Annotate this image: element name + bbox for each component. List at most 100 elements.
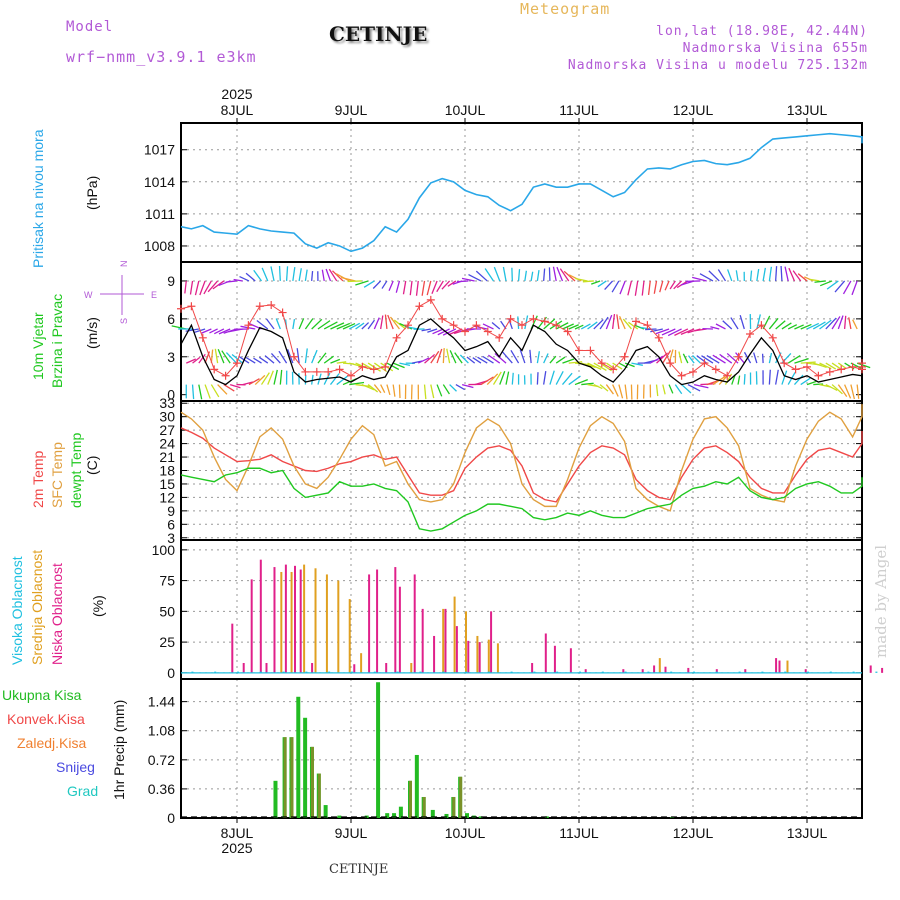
wind-direction-arrow (482, 355, 494, 364)
wind-direction-arrow (355, 280, 369, 286)
precip-convective-bar (290, 737, 294, 818)
wind-direction-arrow (386, 384, 391, 396)
wind-direction-arrow (239, 275, 250, 282)
cloud-low-bar (353, 664, 356, 673)
y-tick-label: 6 (167, 311, 175, 327)
cloud-high-bar (419, 671, 422, 673)
wind-direction-arrow (373, 317, 380, 330)
wind-direction-arrow (831, 362, 841, 370)
wind-direction-arrow (825, 362, 837, 370)
wind-gust-marker (734, 352, 743, 361)
precip-total-bar (385, 813, 390, 818)
wind-direction-arrow (762, 267, 767, 282)
wind-direction-arrow (775, 266, 778, 281)
precip-convective-bar (459, 776, 463, 818)
cloud-low-bar (413, 574, 416, 673)
precip-total-bar (444, 813, 449, 818)
wind-direction-arrow (597, 280, 607, 288)
model-label: Model (66, 19, 114, 35)
wind-direction-arrow (674, 328, 689, 336)
cloud-low-bar (744, 669, 747, 673)
wind-direction-arrow (649, 355, 664, 364)
cloud-low-bar (775, 658, 778, 673)
wind-direction-arrow (493, 266, 501, 282)
cloud-high-bar (852, 671, 855, 673)
wind-direction-arrow (468, 273, 482, 282)
wind-direction-arrow (245, 356, 256, 364)
wind-gust-marker (711, 365, 720, 374)
wind-direction-arrow (768, 352, 773, 364)
y-tick-label: 1014 (144, 174, 175, 190)
wind-gust-marker (221, 371, 230, 380)
wind-gust-marker (472, 321, 481, 330)
wind-direction-arrow (212, 280, 225, 290)
wind-direction-arrow (431, 280, 438, 295)
wind-direction-arrow (317, 352, 327, 364)
cloud-mid-bar (303, 564, 306, 673)
cloud-high-bar (214, 671, 217, 673)
wind-direction-arrow (432, 328, 444, 335)
wind-direction-arrow (218, 328, 231, 335)
wind-direction-arrow (363, 280, 375, 288)
wind-direction-arrow (712, 354, 726, 364)
wind-direction-arrow (204, 384, 211, 399)
precip-total-bar (323, 805, 328, 818)
precip-legend-label: Ukupna Kisa (2, 687, 82, 703)
cloud-low-bar (259, 559, 262, 673)
wind-gust-marker (324, 367, 333, 376)
wind-direction-arrow (256, 319, 269, 330)
wind-direction-arrow (616, 314, 620, 330)
wind-direction-arrow (392, 362, 405, 369)
wind-direction-arrow (323, 321, 338, 330)
wind-direction-arrow (203, 280, 212, 295)
x-year-label: 2025 (221, 840, 252, 856)
wind-direction-arrow (436, 280, 444, 293)
y-tick-label: 30 (159, 409, 175, 425)
wind-direction-arrow (581, 382, 594, 386)
wind-direction-arrow (781, 370, 788, 385)
wind-direction-arrow (367, 384, 379, 393)
wind-direction-arrow (442, 328, 457, 336)
wind-direction-arrow (409, 280, 413, 296)
precip-convective-bar (310, 746, 314, 818)
y-tick-label: 0 (167, 665, 175, 681)
wind-direction-arrow (387, 314, 394, 330)
wind-direction-arrow (253, 357, 262, 364)
cloud-high-bar (533, 671, 536, 673)
wind-direction-arrow (461, 383, 474, 389)
y-tick-label: 12 (159, 489, 175, 505)
wind-direction-arrow (664, 280, 670, 291)
wind-gust-marker (369, 365, 378, 374)
precip-legend-label: Konvek.Kisa (7, 711, 85, 727)
wind-direction-arrow (192, 356, 201, 364)
wind-direction-arrow (245, 272, 256, 282)
wind-direction-arrow (719, 353, 733, 364)
precip-total-bar (414, 754, 419, 818)
x-tick-label: 11JUL (559, 825, 599, 841)
x-tick-label: 12JUL (673, 102, 714, 118)
wind-direction-arrow (209, 328, 218, 334)
wind-direction-arrow (466, 356, 476, 364)
wind-direction-arrow (680, 328, 695, 336)
wind-direction-arrow (667, 328, 682, 337)
wind-direction-arrow (753, 352, 758, 364)
wind-direction-arrow (604, 280, 614, 291)
wind-gust-marker (825, 367, 834, 376)
wind-direction-arrow (543, 318, 556, 330)
wind-direction-arrow (813, 383, 824, 386)
wind-gust-marker (575, 346, 583, 355)
cloud-high-bar (624, 671, 627, 673)
cloud-mid-bar (487, 639, 490, 673)
y-tick-label: 100 (152, 542, 176, 558)
cloud-low-bar (385, 663, 388, 673)
wind-direction-arrow (543, 370, 547, 385)
wind-direction-arrow (415, 280, 419, 296)
wind-direction-arrow (279, 369, 283, 385)
wind-direction-arrow (430, 350, 440, 364)
wind-direction-arrow (775, 369, 779, 385)
y-tick-label: 24 (159, 436, 175, 452)
wind-direction-arrow (800, 323, 812, 330)
wind-gust-marker (278, 308, 287, 317)
wind-direction-arrow (225, 352, 237, 364)
wind-direction-arrow (662, 350, 672, 364)
